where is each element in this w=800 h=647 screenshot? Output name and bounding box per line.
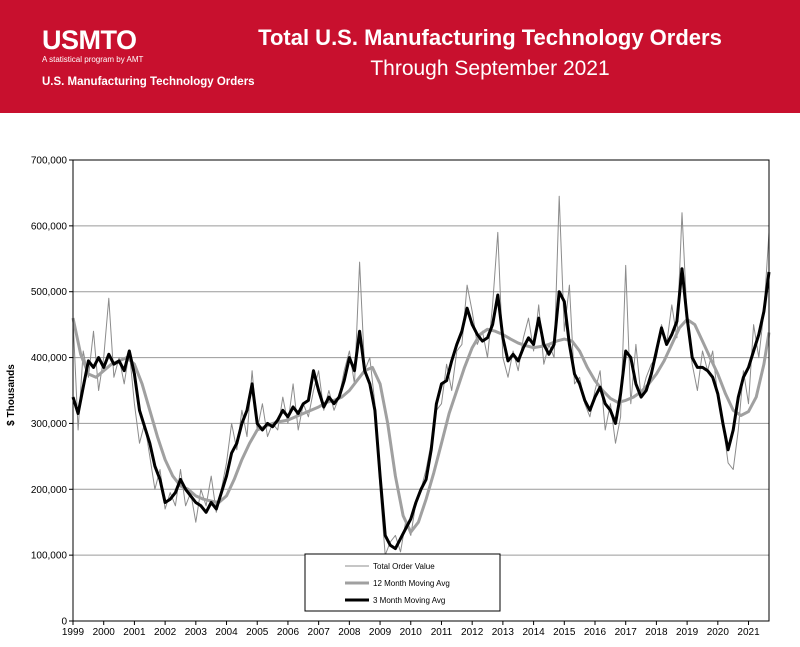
x-tick-label: 2012 <box>461 627 484 638</box>
axes <box>72 159 770 622</box>
series-total-order-value <box>72 195 770 556</box>
legend-entry: 12 Month Moving Avg <box>373 579 450 588</box>
x-tick-label: 2005 <box>246 627 269 638</box>
x-tick-label: 2014 <box>522 627 545 638</box>
y-tick-label: 600,000 <box>31 221 68 232</box>
legend: Total Order Value 12 Month Moving Avg 3 Mo… <box>304 553 501 612</box>
x-axis-ticks: 1999 2000 2001 2002 2003 2004 2005 2006 2007 2008… <box>62 621 760 638</box>
y-tick-label: 0 <box>61 617 67 628</box>
plot-frame <box>72 159 770 622</box>
x-tick-label: 2004 <box>215 627 238 638</box>
legend-entry: 3 Month Moving Avg <box>373 596 445 605</box>
header-banner: USMTO A statistical program by AMT U.S. … <box>0 0 800 113</box>
x-tick-label: 2013 <box>492 627 515 638</box>
series-3-month-moving-avg <box>71 267 771 551</box>
gridlines <box>73 159 769 622</box>
usmto-logo: USMTO A statistical program by AMT <box>42 26 143 65</box>
logo-subtitle: U.S. Manufacturing Technology Orders <box>42 76 255 88</box>
x-tick-label: 2020 <box>707 627 730 638</box>
y-axis-ticks: 0 100,000 200,000 300,000 400,000 500,000 600,… <box>31 156 73 628</box>
y-tick-label: 300,000 <box>31 419 68 430</box>
x-tick-label: 2018 <box>645 627 668 638</box>
y-tick-label: 200,000 <box>31 485 68 496</box>
series-12-month-moving-avg <box>71 317 771 534</box>
x-tick-label: 2003 <box>185 627 208 638</box>
x-tick-label: 2015 <box>553 627 576 638</box>
line-chart: 0 100,000 200,000 300,000 400,000 500,000 600,… <box>6 156 771 638</box>
y-tick-label: 700,000 <box>31 156 68 167</box>
x-tick-label: 2002 <box>154 627 177 638</box>
series-layer <box>71 195 771 556</box>
x-tick-label: 2000 <box>93 627 116 638</box>
y-tick-label: 500,000 <box>31 287 68 298</box>
legend-entry: Total Order Value <box>373 562 435 571</box>
x-tick-label: 2008 <box>338 627 361 638</box>
logo-wordmark: USMTO <box>42 25 137 55</box>
x-tick-label: 2007 <box>308 627 331 638</box>
logo-tagline: A statistical program by AMT <box>42 55 144 64</box>
x-tick-label: 2017 <box>615 627 638 638</box>
x-tick-label: 1999 <box>62 627 85 638</box>
y-axis-label: $ Thousands <box>6 364 17 426</box>
x-tick-label: 2021 <box>737 627 760 638</box>
legend-box <box>304 553 501 612</box>
y-tick-label: 100,000 <box>31 551 68 562</box>
x-tick-label: 2006 <box>277 627 300 638</box>
page-title: Total U.S. Manufacturing Technology Orde… <box>258 25 722 50</box>
x-tick-label: 2001 <box>123 627 146 638</box>
page-subtitle: Through September 2021 <box>370 57 610 80</box>
x-tick-label: 2009 <box>369 627 392 638</box>
x-tick-label: 2019 <box>676 627 699 638</box>
y-tick-label: 400,000 <box>31 353 68 364</box>
x-tick-label: 2011 <box>431 627 453 638</box>
x-tick-label: 2010 <box>400 627 423 638</box>
x-tick-label: 2016 <box>584 627 607 638</box>
